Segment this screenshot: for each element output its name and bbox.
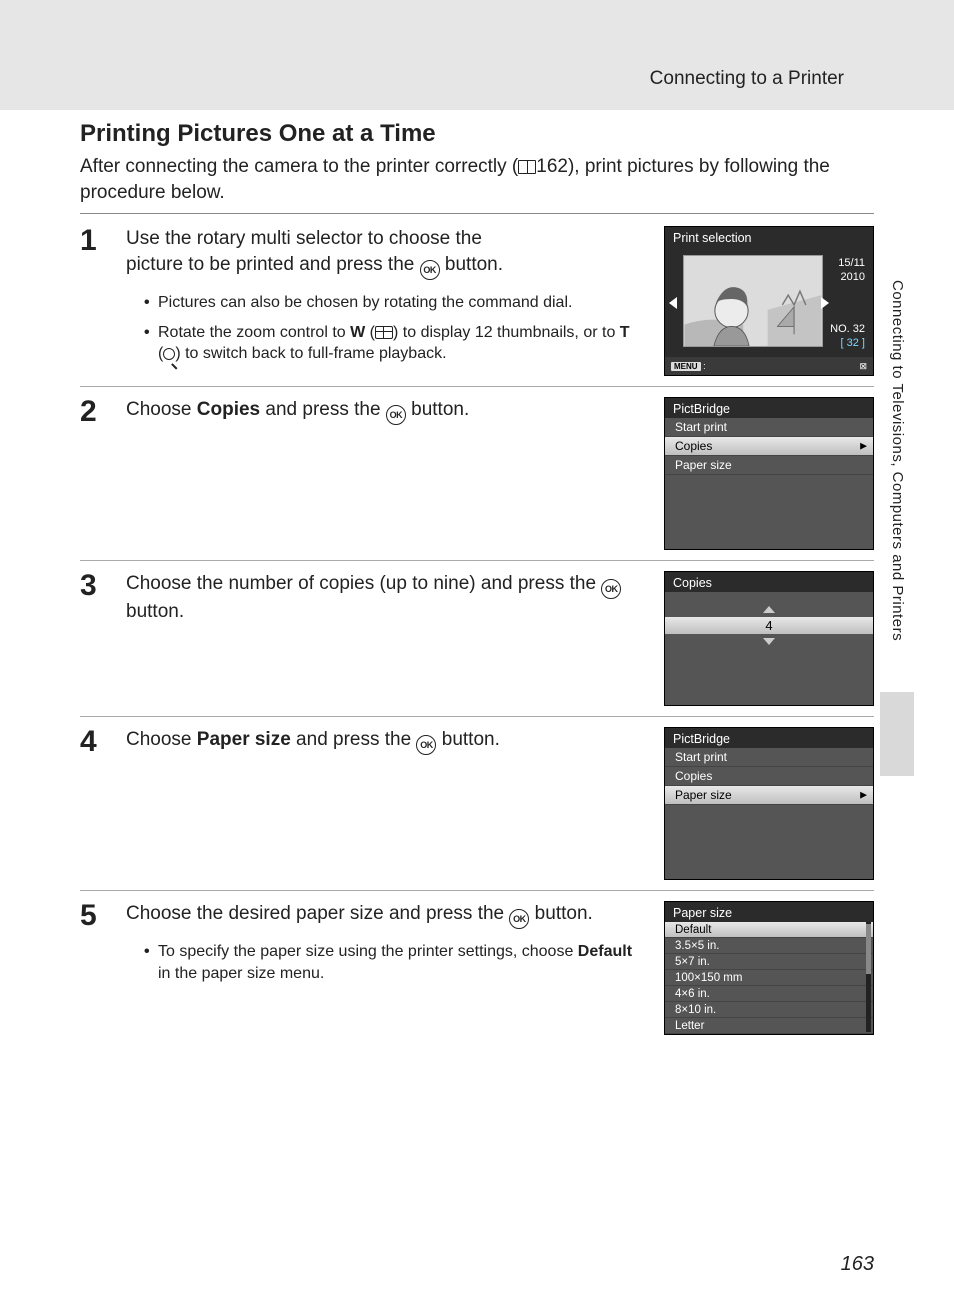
step-number: 2: [80, 397, 108, 550]
bullet: Rotate the zoom control to W () to displ…: [144, 322, 636, 365]
lcd-year: 2010: [841, 271, 865, 283]
ok-icon: OK: [386, 405, 406, 425]
side-tab-label: Connecting to Televisions, Computers and…: [889, 280, 906, 641]
page-number: 163: [841, 1253, 874, 1276]
chevron-right-icon: ▶: [860, 790, 867, 801]
lcd-menu-bar: MENU : ⊠: [665, 357, 873, 375]
intro-part-a: After connecting the camera to the print…: [80, 156, 518, 177]
step-3: 3 Choose the number of copies (up to nin…: [80, 571, 874, 706]
lcd-pictbridge-papersize: PictBridge Start print Copies Paper size…: [664, 727, 874, 880]
divider: [80, 386, 874, 387]
lcd-title: Copies: [665, 572, 873, 592]
lcd-number: NO. 32: [830, 323, 865, 335]
zoom-t-icon: T: [620, 324, 630, 341]
step-number: 3: [80, 571, 108, 706]
step1-text-a: Use the rotary multi selector to choose …: [126, 228, 482, 249]
magnify-icon: [163, 348, 175, 360]
lcd-title: Print selection: [665, 227, 873, 247]
step1-text-c: button.: [440, 254, 503, 275]
lcd-menu-item: 3.5×5 in.: [665, 938, 873, 954]
bold-default: Default: [578, 943, 632, 960]
lcd-menu-item-selected: Copies▶: [665, 437, 873, 456]
lcd-copies-count: Copies 4: [664, 571, 874, 706]
lcd-menu-item-selected: Paper size▶: [665, 786, 873, 805]
thumbnail-icon: [375, 326, 393, 339]
step-1: 1 Use the rotary multi selector to choos…: [80, 226, 874, 376]
divider: [80, 890, 874, 891]
step-body: Choose Copies and press the OK button.: [126, 397, 646, 550]
intro-text: After connecting the camera to the print…: [80, 154, 874, 205]
lcd-menu-item: Paper size: [665, 456, 873, 475]
step-2: 2 Choose Copies and press the OK button.…: [80, 397, 874, 550]
lcd-menu-item: Letter: [665, 1018, 873, 1034]
ok-icon: OK: [509, 909, 529, 929]
lcd-empty: [665, 475, 873, 549]
ok-icon: OK: [420, 260, 440, 280]
print-confirm-icon: ⊠: [859, 361, 867, 372]
step-body: Choose the desired paper size and press …: [126, 901, 646, 1035]
arrow-down-icon: [763, 638, 775, 645]
page-title: Printing Pictures One at a Time: [80, 120, 874, 148]
bullet: Pictures can also be chosen by rotating …: [144, 292, 636, 314]
zoom-w-icon: W: [350, 324, 365, 341]
lcd-thumbnail: [683, 255, 823, 347]
lcd-menu-item: Start print: [665, 748, 873, 767]
bullet: To specify the paper size using the prin…: [144, 941, 636, 984]
lcd-title: Paper size: [665, 902, 873, 922]
side-tab-indicator: [880, 692, 914, 776]
arrow-up-icon: [763, 606, 775, 613]
step-number: 5: [80, 901, 108, 1035]
menu-badge: MENU: [671, 362, 701, 371]
bold-copies: Copies: [197, 399, 260, 420]
header-band: [0, 0, 954, 110]
arrow-left-icon: [669, 297, 677, 309]
lcd-count: [ 32 ]: [841, 337, 865, 349]
step-body: Choose the number of copies (up to nine)…: [126, 571, 646, 706]
arrow-right-icon: [821, 297, 829, 309]
manual-page: Connecting to a Printer Connecting to Te…: [0, 0, 954, 1314]
lcd-menu-item-selected: Default: [665, 922, 873, 938]
divider: [80, 213, 874, 214]
lcd-menu-item: 5×7 in.: [665, 954, 873, 970]
lcd-pictbridge-copies: PictBridge Start print Copies▶ Paper siz…: [664, 397, 874, 550]
divider: [80, 716, 874, 717]
lcd-menu-item: 8×10 in.: [665, 1002, 873, 1018]
lcd-menu-item: Copies: [665, 767, 873, 786]
ok-icon: OK: [601, 579, 621, 599]
step-body: Choose Paper size and press the OK butto…: [126, 727, 646, 880]
header-section-title: Connecting to a Printer: [650, 68, 844, 90]
portrait-illustration: [684, 256, 822, 346]
lcd-title: PictBridge: [665, 398, 873, 418]
content-area: Printing Pictures One at a Time After co…: [80, 120, 874, 1035]
step1-text-b: picture to be printed and press the: [126, 254, 420, 275]
intro-ref: 162), print pictures by: [536, 156, 719, 177]
scrollbar: [866, 922, 871, 1032]
lcd-menu-item: Start print: [665, 418, 873, 437]
step-number: 4: [80, 727, 108, 880]
step-5: 5 Choose the desired paper size and pres…: [80, 901, 874, 1035]
ok-icon: OK: [416, 735, 436, 755]
book-icon: [518, 160, 536, 174]
step-number: 1: [80, 226, 108, 376]
step-4: 4 Choose Paper size and press the OK but…: [80, 727, 874, 880]
divider: [80, 560, 874, 561]
step-body: Use the rotary multi selector to choose …: [126, 226, 646, 376]
copies-value: 4: [665, 617, 873, 634]
lcd-menu-item: 100×150 mm: [665, 970, 873, 986]
lcd-print-selection: Print selection: [664, 226, 874, 376]
lcd-title: PictBridge: [665, 728, 873, 748]
bold-papersize: Paper size: [197, 729, 291, 750]
chevron-right-icon: ▶: [860, 441, 867, 452]
lcd-date: 15/11: [838, 257, 865, 269]
step1-bullets: Pictures can also be chosen by rotating …: [126, 292, 636, 365]
lcd-empty: [665, 805, 873, 879]
lcd-paper-size-list: Paper size Default 3.5×5 in. 5×7 in. 100…: [664, 901, 874, 1035]
step5-bullets: To specify the paper size using the prin…: [126, 941, 636, 984]
lcd-menu-item: 4×6 in.: [665, 986, 873, 1002]
